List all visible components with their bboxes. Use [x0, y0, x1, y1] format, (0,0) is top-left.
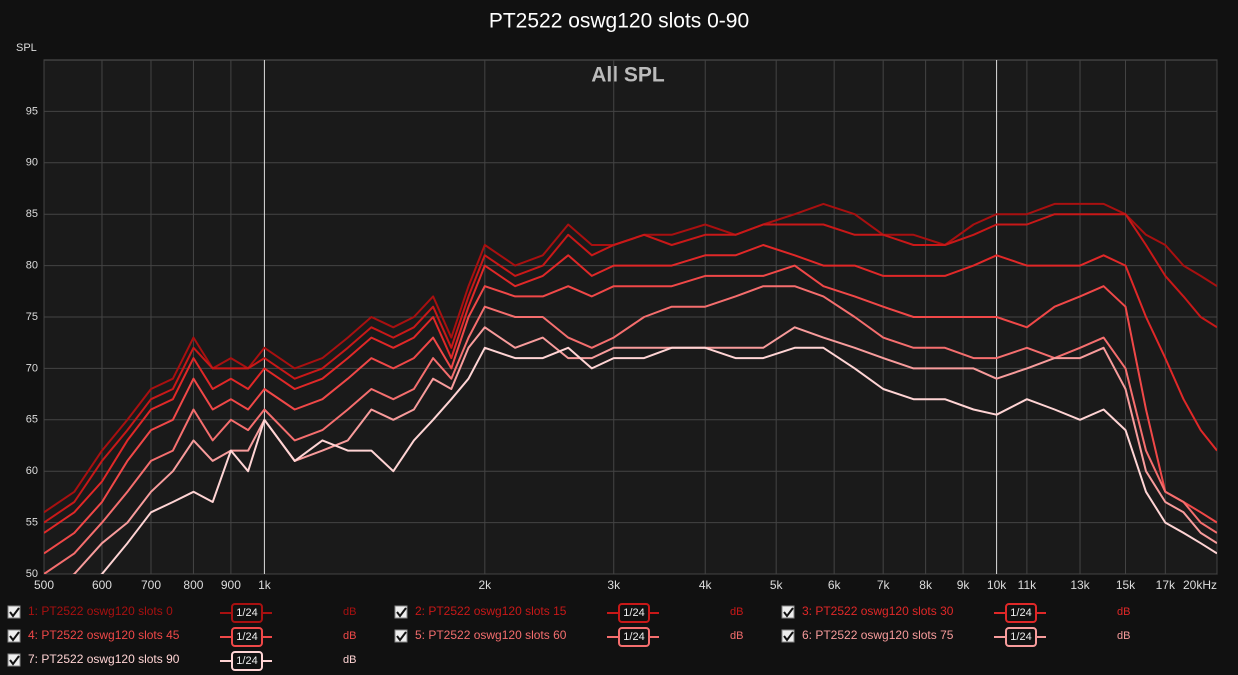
legend-check: [396, 607, 407, 618]
legend-checkbox[interactable]: [394, 629, 408, 643]
legend-label: 7: PT2522 oswg120 slots 90: [28, 652, 180, 666]
x-tick-label: 8k: [919, 578, 933, 592]
legend-label: 3: PT2522 oswg120 slots 30: [802, 604, 954, 618]
series-line: [44, 202, 1217, 514]
series-group: [44, 202, 1217, 574]
annotation: All SPL: [591, 64, 665, 87]
legend-smoothing: 1/24: [623, 607, 644, 619]
legend-check: [9, 631, 20, 642]
legend-unit: dB: [343, 654, 356, 666]
y-tick-label: 80: [26, 260, 38, 272]
legend-smoothing-box: [231, 627, 263, 647]
y-tick-label: 85: [26, 208, 38, 220]
legend-smoothing-box: [1005, 627, 1037, 647]
x-tick-label: 7k: [877, 578, 891, 592]
y-tick-label: 60: [26, 465, 38, 477]
legend-checkbox[interactable]: [7, 629, 21, 643]
legend-label: 1: PT2522 oswg120 slots 0: [28, 604, 173, 618]
y-tick-label: 70: [26, 362, 38, 374]
x-tick-label: 10k: [987, 578, 1007, 592]
legend-check: [9, 607, 20, 618]
legend-check: [396, 631, 407, 642]
x-tick-label: 700: [141, 578, 161, 592]
legend-label: 2: PT2522 oswg120 slots 15: [415, 604, 567, 618]
x-tick-label: 9k: [957, 578, 971, 592]
x-tick-label: 800: [183, 578, 203, 592]
x-tick-label: 13k: [1070, 578, 1090, 592]
legend-smoothing: 1/24: [236, 631, 257, 643]
x-tick-label: 11k: [1018, 578, 1037, 592]
series-line: [44, 244, 1217, 534]
x-tick-label: 3k: [607, 578, 621, 592]
x-tick-label: 4k: [699, 578, 713, 592]
x-tick-label: 17k: [1156, 578, 1176, 592]
x-tick-label: 6k: [828, 578, 842, 592]
series-line: [44, 213, 1217, 524]
legend-unit: dB: [1117, 606, 1130, 618]
legend-unit: dB: [343, 630, 356, 642]
legend-checkbox[interactable]: [7, 605, 21, 619]
legend-checkbox[interactable]: [394, 605, 408, 619]
legend-label: 5: PT2522 oswg120 slots 60: [415, 628, 567, 642]
legend-smoothing: 1/24: [236, 655, 257, 667]
legend-smoothing: 1/24: [1010, 631, 1031, 643]
legend-check: [783, 631, 794, 642]
legend-check: [783, 607, 794, 618]
y-tick-label: 55: [26, 517, 38, 529]
legend-smoothing-box: [1005, 603, 1037, 623]
y-axis-label: SPL: [16, 42, 37, 54]
legend-smoothing-box: [231, 603, 263, 623]
x-tick-label: 600: [92, 578, 112, 592]
legend-smoothing: 1/24: [1010, 607, 1031, 619]
y-tick-label: 90: [26, 157, 38, 169]
legend-label: 6: PT2522 oswg120 slots 75: [802, 628, 954, 642]
chart-title: PT2522 oswg120 slots 0-90: [489, 10, 749, 33]
legend-checkbox[interactable]: [7, 653, 21, 667]
legend-unit: dB: [343, 606, 356, 618]
x-tick-label: 20kHz: [1183, 578, 1217, 592]
y-tick-label: 50: [26, 568, 38, 580]
y-tick-label: 65: [26, 414, 38, 426]
x-tick-label: 2k: [478, 578, 492, 592]
legend-smoothing: 1/24: [623, 631, 644, 643]
legend-smoothing-box: [618, 627, 650, 647]
legend-smoothing: 1/24: [236, 607, 257, 619]
x-tick-label: 900: [221, 578, 241, 592]
x-tick-label: 500: [34, 578, 54, 592]
legend-unit: dB: [1117, 630, 1130, 642]
legend-smoothing-box: [618, 603, 650, 623]
legend-checkbox[interactable]: [781, 629, 795, 643]
y-tick-label: 95: [26, 105, 38, 117]
x-tick-label: 5k: [770, 578, 784, 592]
legend-unit: dB: [730, 606, 743, 618]
y-tick-label: 75: [26, 311, 38, 323]
legend-check: [9, 655, 20, 666]
legend-checkbox[interactable]: [781, 605, 795, 619]
x-tick-label: 1k: [258, 578, 272, 592]
legend-unit: dB: [730, 630, 743, 642]
legend-smoothing-box: [231, 651, 263, 671]
x-tick-label: 15k: [1116, 578, 1136, 592]
legend-label: 4: PT2522 oswg120 slots 45: [28, 628, 180, 642]
series-line: [44, 264, 1217, 555]
series-line: [100, 346, 1217, 574]
